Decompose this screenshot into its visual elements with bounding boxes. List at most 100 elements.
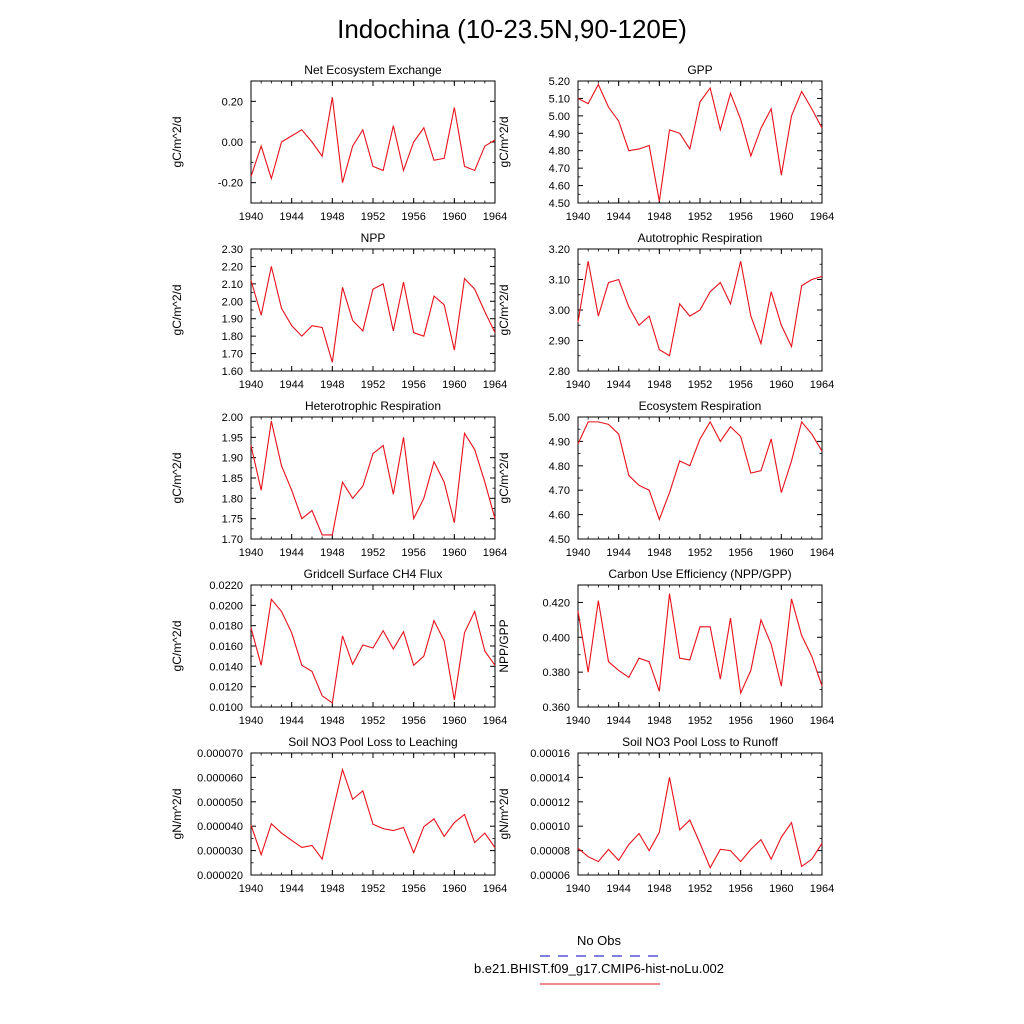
x-tick-label: 1956	[401, 883, 425, 895]
legend-label-model-run: b.e21.BHIST.f09_g17.CMIP6-hist-noLu.002	[473, 961, 725, 976]
y-axis-label: gN/m^2/d	[497, 789, 511, 840]
y-tick-label: 3.00	[549, 305, 570, 317]
y-tick-label: 0.360	[542, 702, 570, 714]
y-tick-label: 1.70	[222, 349, 243, 361]
x-tick-label: 1960	[442, 211, 466, 223]
x-tick-label: 1948	[647, 883, 671, 895]
x-tick-label: 1960	[442, 379, 466, 391]
x-tick-label: 1940	[566, 379, 590, 391]
x-tick-label: 1964	[810, 715, 834, 727]
y-tick-label: 5.00	[549, 412, 570, 424]
panel-title: NPP	[361, 231, 386, 245]
x-tick-label: 1948	[647, 379, 671, 391]
panel-title: Carbon Use Efficiency (NPP/GPP)	[608, 567, 791, 581]
panel-title: Heterotrophic Respiration	[305, 399, 441, 413]
x-tick-label: 1944	[606, 211, 630, 223]
x-tick-label: 1940	[566, 883, 590, 895]
y-tick-label: 0.000050	[197, 797, 243, 809]
panel-7: Gridcell Surface CH4 Flux gC/m^2/d 1940 194…	[170, 567, 507, 727]
y-tick-label: 0.000020	[197, 870, 243, 882]
x-tick-label: 1944	[606, 547, 630, 559]
plot-frame	[250, 248, 496, 372]
x-tick-label: 1960	[442, 883, 466, 895]
legend-label-no-obs: No Obs	[576, 933, 622, 948]
x-tick-label: 1952	[688, 547, 712, 559]
x-tick-label: 1948	[320, 883, 344, 895]
y-tick-label: 0.000060	[197, 772, 243, 784]
x-tick-label: 1948	[647, 547, 671, 559]
legend-line-no-obs	[540, 955, 660, 957]
x-tick-label: 1956	[401, 211, 425, 223]
y-tick-label: 2.20	[222, 261, 243, 273]
y-tick-label: 1.70	[222, 534, 243, 546]
y-axis-label: gC/m^2/d	[170, 285, 184, 336]
legend-line-model-run	[540, 983, 660, 985]
y-tick-label: 0.000030	[197, 846, 243, 858]
x-tick-label: 1940	[239, 547, 263, 559]
panel-4: Autotrophic Respiration gC/m^2/d 1940 1944 1…	[497, 231, 834, 391]
y-tick-label: 4.60	[549, 510, 570, 522]
y-axis-label: gC/m^2/d	[170, 453, 184, 504]
x-tick-label: 1964	[483, 379, 507, 391]
y-axis-label: gC/m^2/d	[497, 117, 511, 168]
y-tick-label: 4.70	[549, 485, 570, 497]
y-tick-label: 2.80	[549, 366, 570, 378]
y-tick-label: 1.90	[222, 314, 243, 326]
y-tick-label: 0.380	[542, 667, 570, 679]
x-tick-label: 1952	[688, 715, 712, 727]
y-axis-label: gC/m^2/d	[170, 621, 184, 672]
y-tick-label: 1.60	[222, 366, 243, 378]
x-tick-label: 1944	[606, 379, 630, 391]
panel-1: Net Ecosystem Exchange gC/m^2/d 1940 1944 19…	[170, 63, 507, 223]
legend: No Obs b.e21.BHIST.f09_g17.CMIP6-hist-no…	[0, 930, 1024, 990]
x-tick-label: 1964	[483, 715, 507, 727]
x-tick-label: 1940	[566, 547, 590, 559]
x-tick-label: 1948	[320, 379, 344, 391]
y-tick-label: 0.400	[542, 632, 570, 644]
y-tick-label: 0.000040	[197, 821, 243, 833]
y-tick-label: 4.90	[549, 436, 570, 448]
panel-title: Gridcell Surface CH4 Flux	[304, 567, 443, 581]
y-tick-label: 4.90	[549, 128, 570, 140]
y-tick-label: 1.95	[222, 432, 243, 444]
y-tick-label: 0.00014	[530, 772, 570, 784]
y-axis-label: gC/m^2/d	[170, 117, 184, 168]
y-tick-label: 0.0140	[209, 661, 243, 673]
panel-3: NPP gC/m^2/d 1940 1944 1948 1952 1956 1960 1964 1…	[170, 231, 507, 391]
x-tick-label: 1952	[361, 379, 385, 391]
series-line	[250, 97, 496, 183]
y-tick-label: 0.0120	[209, 682, 243, 694]
y-tick-label: 0.0220	[209, 580, 243, 592]
series-line	[250, 597, 496, 704]
plot-frame	[577, 416, 823, 540]
x-tick-label: 1964	[810, 547, 834, 559]
x-tick-label: 1948	[320, 715, 344, 727]
x-tick-label: 1956	[401, 547, 425, 559]
y-tick-label: 2.30	[222, 244, 243, 256]
x-tick-label: 1960	[442, 715, 466, 727]
x-tick-label: 1956	[401, 715, 425, 727]
y-tick-label: 0.0200	[209, 600, 243, 612]
y-tick-label: 2.00	[222, 412, 243, 424]
panel-5: Heterotrophic Respiration gC/m^2/d 1940 194…	[170, 399, 507, 559]
panel-title: Net Ecosystem Exchange	[304, 63, 442, 77]
plot-frame	[250, 584, 496, 708]
x-tick-label: 1964	[483, 883, 507, 895]
y-axis-label: gN/m^2/d	[170, 789, 184, 840]
series-line	[577, 261, 823, 357]
x-tick-label: 1952	[688, 379, 712, 391]
x-tick-label: 1960	[769, 211, 793, 223]
x-tick-label: 1960	[769, 547, 793, 559]
plot-frame	[250, 80, 496, 204]
x-tick-label: 1940	[239, 211, 263, 223]
panel-6: Ecosystem Respiration gC/m^2/d 1940 1944 194…	[497, 399, 834, 559]
y-tick-label: 4.70	[549, 163, 570, 175]
page-title: Indochina (10-23.5N,90-120E)	[337, 14, 687, 44]
y-tick-label: 4.50	[549, 534, 570, 546]
panel-10: Soil NO3 Pool Loss to Runoff gN/m^2/d 1940…	[497, 735, 834, 895]
y-tick-label: 0.00012	[530, 797, 570, 809]
plot-frame	[250, 752, 496, 876]
series-line	[577, 420, 823, 522]
x-tick-label: 1944	[279, 883, 303, 895]
